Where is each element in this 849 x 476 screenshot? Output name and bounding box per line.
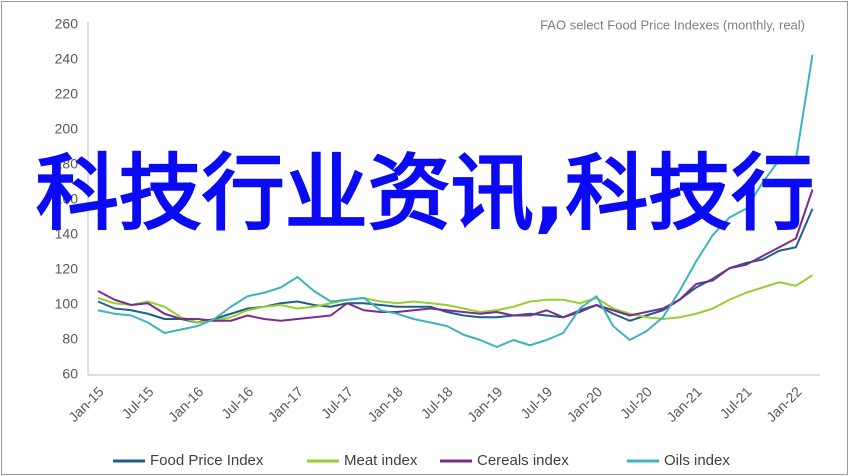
y-tick-label: 100 — [55, 296, 79, 312]
legend-label: Meat index — [344, 452, 418, 469]
y-tick-label: 180 — [55, 156, 79, 172]
legend-label: Oils index — [664, 452, 730, 469]
legend-label: Cereals index — [477, 452, 569, 469]
y-tick-label: 220 — [55, 86, 79, 102]
y-tick-label: 80 — [62, 331, 78, 347]
series-line — [97, 54, 814, 348]
legend-label: Food Price Index — [150, 452, 264, 469]
y-tick-label: 60 — [62, 366, 78, 382]
series-line — [97, 189, 814, 322]
y-tick-label: 200 — [55, 121, 79, 137]
y-tick-label: 260 — [55, 16, 79, 32]
y-tick-label: 140 — [55, 226, 79, 242]
overlay-text: 科技行业资讯,科技行 — [35, 145, 815, 242]
y-tick-label: 120 — [55, 261, 79, 277]
chart-title: FAO select Food Price Indexes (monthly, … — [540, 17, 805, 32]
y-tick-label: 240 — [55, 51, 79, 67]
y-tick-label: 160 — [55, 191, 79, 207]
